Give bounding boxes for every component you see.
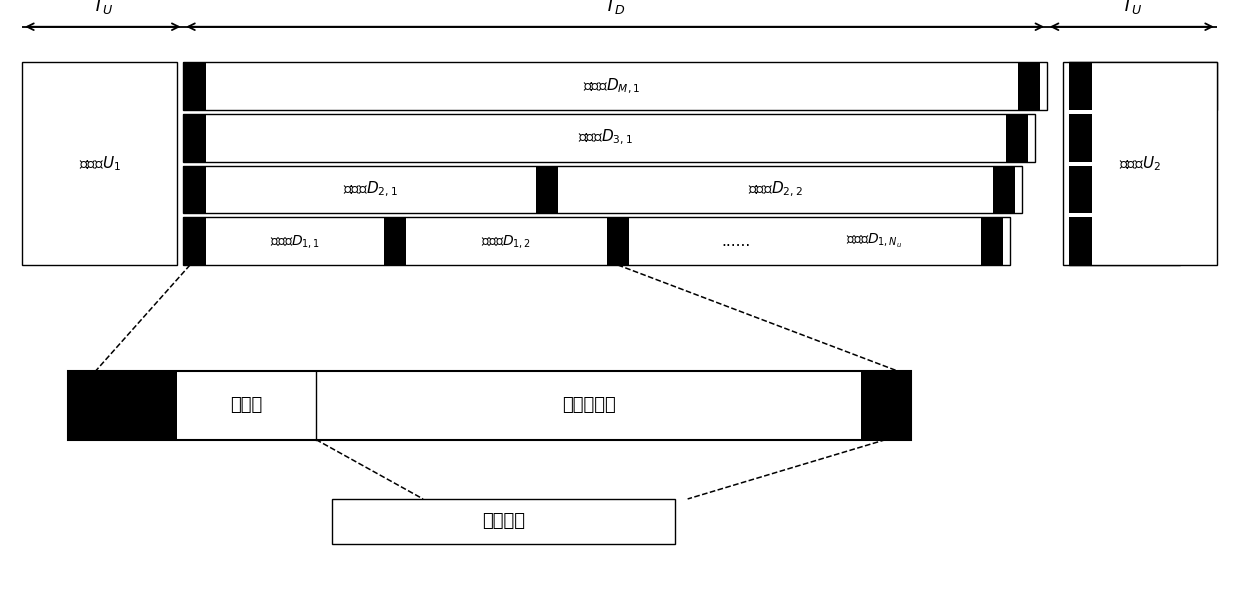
Text: 遥控帧$U_1$: 遥控帧$U_1$	[78, 154, 121, 173]
Text: $T_U$: $T_U$	[1121, 0, 1142, 16]
Text: ......: ......	[721, 233, 751, 249]
Bar	[183, 166, 206, 213]
Bar	[1069, 217, 1092, 265]
Bar	[183, 62, 1047, 110]
Text: 遥测帧$D_{2,1}$: 遥测帧$D_{2,1}$	[343, 180, 398, 199]
Bar	[332, 499, 675, 544]
Text: 遥测帧$D_{1,N_u}$: 遥测帧$D_{1,N_u}$	[846, 232, 902, 250]
Bar	[183, 62, 206, 110]
Bar	[1006, 114, 1028, 162]
Bar	[1069, 62, 1217, 110]
Bar	[384, 217, 406, 265]
Bar	[1069, 166, 1192, 213]
Text: $T_D$: $T_D$	[605, 0, 626, 16]
Bar	[1063, 62, 1217, 265]
Text: 信源数据: 信源数据	[482, 512, 525, 530]
Bar	[1069, 114, 1092, 162]
Text: $T_U$: $T_U$	[92, 0, 114, 16]
Bar	[1069, 217, 1180, 265]
Bar	[183, 166, 1022, 213]
Text: 遥控帧$U_2$: 遥控帧$U_2$	[1119, 154, 1161, 173]
Text: 遥测帧$D_{1,2}$: 遥测帧$D_{1,2}$	[481, 233, 532, 249]
Bar	[607, 217, 629, 265]
Bar	[183, 217, 1010, 265]
Text: 遥测数据段: 遥测数据段	[561, 396, 616, 415]
Bar	[981, 217, 1004, 265]
Text: 遥测帧$D_{3,1}$: 遥测帧$D_{3,1}$	[579, 128, 633, 147]
Bar	[1069, 166, 1092, 213]
Bar	[535, 166, 558, 213]
Bar	[1018, 62, 1041, 110]
Bar	[861, 371, 911, 440]
Bar	[68, 371, 911, 440]
Bar	[183, 217, 206, 265]
Text: 遥测帧$D_{2,2}$: 遥测帧$D_{2,2}$	[748, 180, 803, 199]
Text: 同步段: 同步段	[230, 396, 263, 415]
Bar	[1069, 62, 1092, 110]
Bar	[994, 166, 1016, 213]
Text: 遥测帧$D_{1,1}$: 遥测帧$D_{1,1}$	[270, 233, 320, 249]
Text: 遥测帧$D_{M,1}$: 遥测帧$D_{M,1}$	[584, 77, 641, 96]
Bar	[22, 62, 177, 265]
Bar	[183, 114, 206, 162]
Bar	[1069, 114, 1204, 162]
Bar	[68, 371, 177, 440]
Bar	[183, 114, 1035, 162]
